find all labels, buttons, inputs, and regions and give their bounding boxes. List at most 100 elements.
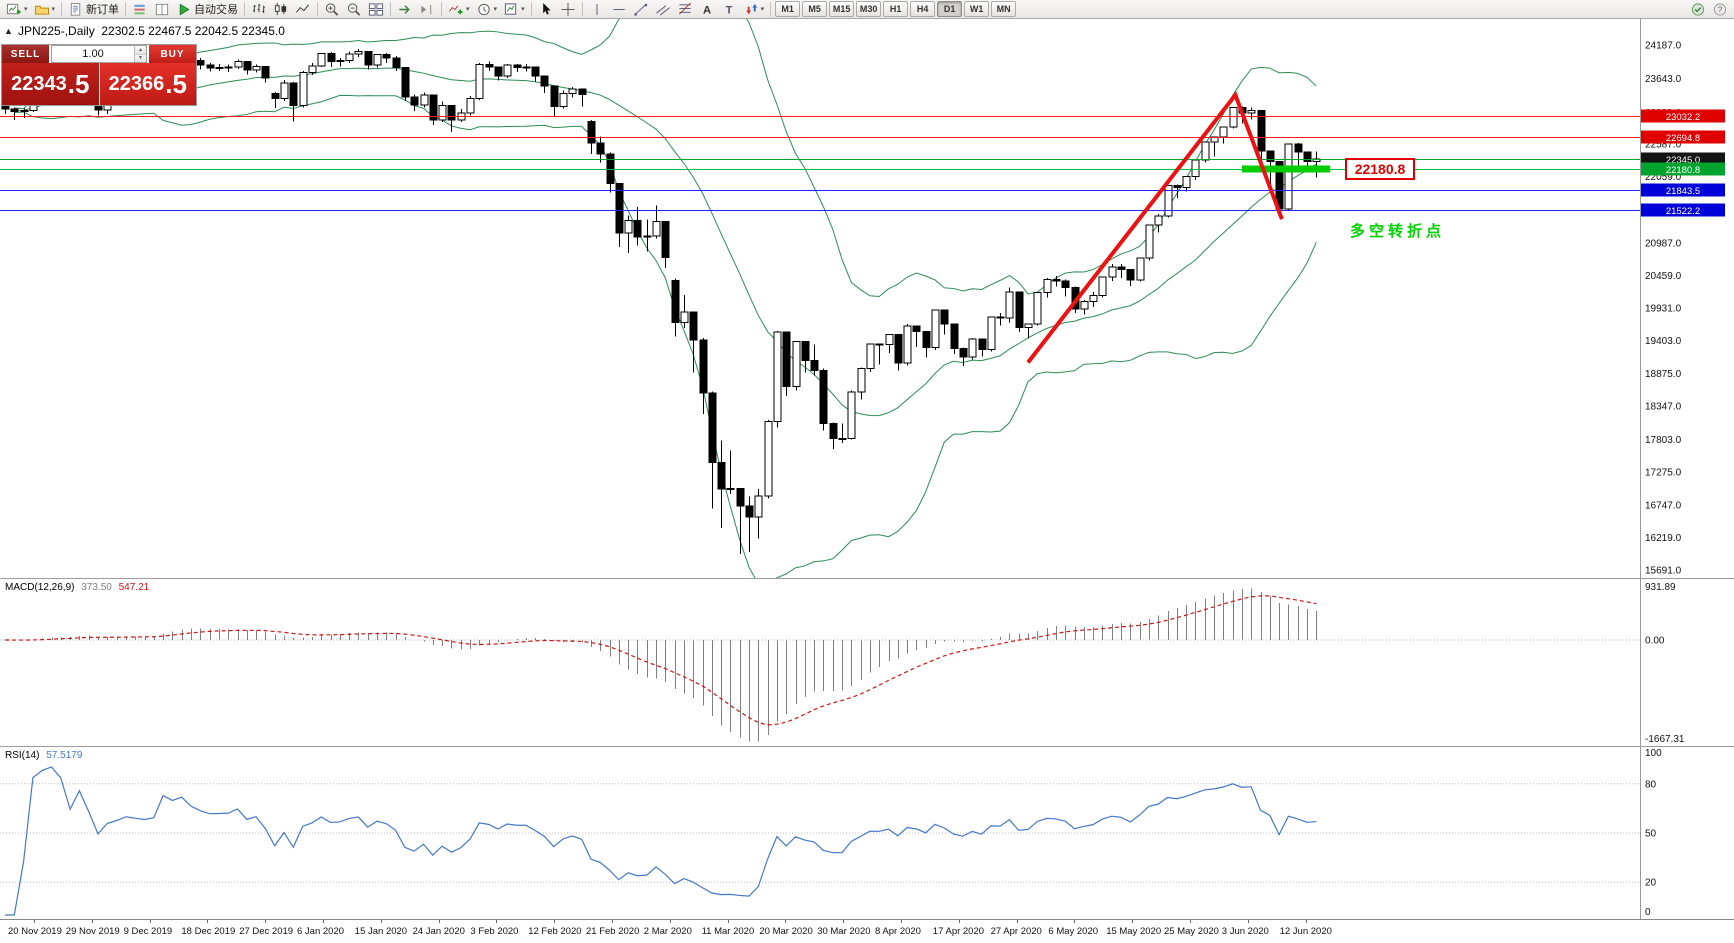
chart-title: JPN225-,Daily 22302.5 22467.5 22042.5 22… [18, 24, 285, 38]
time-axis[interactable]: 20 Nov 2019 29 Nov 2019 9 Dec 2019 18 Dec 2… [0, 919, 1734, 943]
macd-name: MACD(12,26,9) [5, 582, 75, 593]
new-order-icon [70, 2, 81, 16]
svg-text:23032.2: 23032.2 [1666, 112, 1700, 123]
timeframe-button-d1[interactable]: D1 [937, 1, 963, 17]
svg-text:22059.0: 22059.0 [1645, 172, 1682, 183]
cursor-icon [542, 2, 551, 15]
macd-panel[interactable]: 931.89 0.00 -1667.31 [0, 579, 1734, 746]
svg-text:22587.0: 22587.0 [1645, 139, 1682, 150]
timeframe-button-m15[interactable]: M15 [829, 1, 855, 17]
buy-price-frac: .5 [165, 68, 187, 99]
timeframe-button-m5[interactable]: M5 [802, 1, 828, 17]
crosshair-button[interactable] [557, 1, 579, 18]
toolbar-separator [581, 2, 583, 16]
auto-scroll-button[interactable] [394, 1, 416, 18]
date-label: 12 Feb 2020 [528, 926, 582, 937]
timeframe-button-w1[interactable]: W1 [964, 1, 990, 17]
buy-price-main: 22366 [108, 72, 165, 95]
community-button[interactable] [1687, 1, 1709, 18]
macd-main-value: 373.50 [81, 582, 112, 593]
channel-icon [655, 4, 670, 15]
panel-divider[interactable] [0, 746, 1734, 747]
svg-text:16219.0: 16219.0 [1645, 533, 1682, 544]
svg-text:21843.5: 21843.5 [1666, 186, 1700, 197]
sell-price-button[interactable]: 22343 .5 [2, 63, 99, 105]
svg-text:20459.0: 20459.0 [1645, 271, 1682, 282]
text-icon: A [703, 4, 711, 16]
arrows-icon [745, 3, 757, 14]
arrows-button[interactable]: ▾ [740, 1, 768, 18]
svg-text:931.89: 931.89 [1645, 582, 1676, 593]
spinner-down-icon[interactable]: ▼ [135, 53, 146, 62]
svg-text:0.00: 0.00 [1645, 636, 1665, 647]
svg-text:18347.0: 18347.0 [1645, 401, 1682, 412]
timeframe-button-m30[interactable]: M30 [856, 1, 882, 17]
label-button[interactable]: T [718, 1, 740, 18]
autotrading-button[interactable]: 自动交易 [173, 1, 241, 18]
date-label: 3 Jun 2020 [1221, 926, 1269, 937]
text-button[interactable]: A [696, 1, 718, 18]
chevron-down-icon: ▾ [466, 6, 470, 13]
templates-icon [504, 2, 517, 15]
candlestick-chart-button[interactable] [270, 1, 292, 18]
trendline-icon [634, 3, 647, 16]
templates-button[interactable]: ▾ [500, 1, 528, 18]
vertical-line-icon [596, 3, 598, 15]
pivot-note-text[interactable]: 多空转折点 [1350, 223, 1446, 240]
date-label: 27 Apr 2020 [990, 926, 1042, 937]
timeframe-button-m1[interactable]: M1 [775, 1, 801, 17]
vertical-line-button[interactable] [586, 1, 608, 18]
horizontal-line-icon [612, 8, 625, 10]
tile-windows-icon [369, 2, 384, 16]
date-label: 3 Feb 2020 [470, 926, 519, 937]
trendline-button[interactable] [630, 1, 652, 18]
new-order-button[interactable]: 新订单 [65, 1, 122, 18]
rsi-indicator-label: RSI(14) 57.5179 [5, 750, 82, 761]
panel-divider[interactable] [0, 578, 1734, 579]
toolbar-separator [317, 2, 319, 16]
bar-chart-icon [252, 3, 266, 13]
indicators-button[interactable]: ▾ [445, 1, 473, 18]
profiles-folder-icon [34, 5, 49, 15]
date-label: 6 Jan 2020 [297, 926, 345, 937]
new-chart-button[interactable]: ▾ [3, 1, 31, 18]
support-price-label[interactable]: 22180.8 [1345, 158, 1415, 180]
chart-shift-button[interactable] [416, 1, 438, 18]
volume-input[interactable]: 1.00 ▲ ▼ [51, 45, 147, 63]
cursor-button[interactable] [535, 1, 557, 18]
date-label: 2 Mar 2020 [643, 926, 692, 937]
channel-button[interactable] [652, 1, 674, 18]
zoom-in-button[interactable] [321, 1, 343, 18]
sell-button[interactable]: SELL [2, 45, 49, 63]
buy-price-button[interactable]: 22366 .5 [99, 63, 196, 105]
rsi-name: RSI(14) [5, 750, 40, 761]
bar-chart-button[interactable] [248, 1, 270, 18]
horizontal-line-button[interactable] [608, 1, 630, 18]
chevron-down-icon: ▾ [760, 6, 765, 13]
periods-button[interactable]: ▾ [473, 1, 501, 18]
tile-windows-button[interactable] [365, 1, 387, 18]
timeframe-button-mn[interactable]: MN [991, 1, 1017, 17]
main-price-chart[interactable]: 24187.023643.023099.022587.022059.020987… [0, 19, 1734, 578]
buy-button[interactable]: BUY [149, 45, 196, 63]
autotrading-label: 自动交易 [194, 4, 239, 16]
timeframe-button-h4[interactable]: H4 [910, 1, 936, 17]
date-label: 6 May 2020 [1048, 926, 1099, 937]
fibonacci-button[interactable] [674, 1, 696, 18]
help-button[interactable]: ? [1709, 1, 1731, 18]
sell-price-main: 22343 [11, 72, 67, 95]
profiles-button[interactable]: ▾ [31, 1, 59, 18]
market-watch-button[interactable] [129, 1, 151, 18]
one-click-toggle-icon[interactable]: ▲ [4, 26, 13, 36]
sell-price-frac: .5 [67, 68, 90, 99]
zoom-out-button[interactable] [343, 1, 365, 18]
rsi-panel[interactable]: 100 80 50 20 0 [0, 747, 1734, 919]
navigator-button[interactable] [151, 1, 173, 18]
svg-text:17275.0: 17275.0 [1645, 468, 1682, 479]
timeframe-button-h1[interactable]: H1 [883, 1, 909, 17]
line-chart-button[interactable] [292, 1, 314, 18]
svg-text:20987.0: 20987.0 [1645, 238, 1682, 249]
label-icon: T [725, 4, 732, 16]
spinner-up-icon[interactable]: ▲ [135, 46, 146, 54]
date-label: 15 May 2020 [1106, 926, 1162, 937]
